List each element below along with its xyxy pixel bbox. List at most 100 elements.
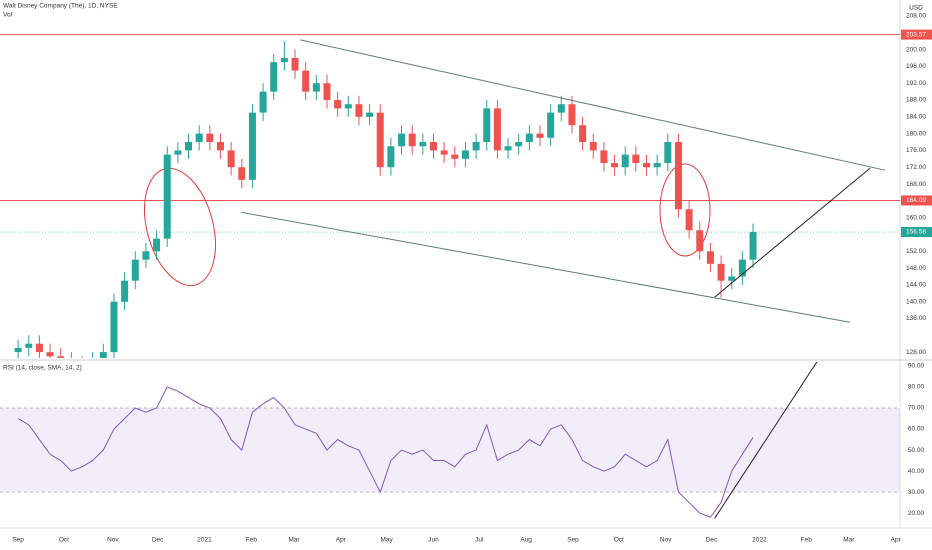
candle-body <box>557 104 565 113</box>
rsi-tick-label: 20.00 <box>908 510 925 517</box>
x-tick-label: Aug <box>520 537 532 544</box>
x-tick-label: Sep <box>12 537 24 544</box>
rsi-tick-label: 60.00 <box>908 426 925 433</box>
candle-body <box>493 108 501 151</box>
price-label-box <box>901 195 932 206</box>
candle-body <box>408 133 416 147</box>
candle-body <box>643 163 651 168</box>
candle-body <box>323 83 331 101</box>
y-tick-label: 196.00 <box>906 63 926 70</box>
rsi-tick-label: 50.00 <box>908 447 925 454</box>
candle-body <box>632 154 640 164</box>
x-tick-label: Apr <box>336 537 347 544</box>
candle-body <box>195 133 203 143</box>
candle-body <box>696 230 704 252</box>
candle-body <box>57 356 65 358</box>
rsi-band <box>0 408 900 493</box>
rsi-tick-label: 40.00 <box>908 468 925 475</box>
rsi-pane <box>0 362 900 519</box>
candle-body <box>344 104 352 109</box>
volume-label: Vol <box>3 12 13 19</box>
candle-body <box>611 163 619 168</box>
x-tick-label: Nov <box>660 537 672 544</box>
candle-body <box>131 259 139 281</box>
rsi-line <box>17 386 754 518</box>
rsi-tick-label: 30.00 <box>908 489 925 496</box>
candle-body <box>440 150 448 155</box>
candle-body <box>398 133 406 147</box>
trendline <box>240 211 851 323</box>
candle-body <box>376 112 384 168</box>
candle-body <box>621 154 629 168</box>
candle-body <box>461 150 469 159</box>
y-tick-label: 152.00 <box>906 248 926 255</box>
x-tick-label: Sep <box>567 537 579 544</box>
highlight-ellipse <box>144 167 216 287</box>
y-tick-label: 208.00 <box>906 13 926 20</box>
y-tick-label: 136.00 <box>906 315 926 322</box>
rsi-title: RSI (14, close, SMA, 14, 2) <box>3 365 82 372</box>
chart-title: Walt Disney Company (The), 1D, NYSE <box>3 3 118 10</box>
candle-body <box>89 361 96 369</box>
price-pane <box>0 34 900 369</box>
price-label: 164.09 <box>906 197 926 204</box>
candle-body <box>547 112 555 138</box>
y-tick-label: 140.00 <box>906 298 926 305</box>
currency: USD <box>909 5 923 12</box>
y-tick-label: 184.00 <box>906 114 926 121</box>
y-tick-label: 172.00 <box>906 164 926 171</box>
candle-body <box>163 154 171 239</box>
rsi-tick-label: 80.00 <box>908 384 925 391</box>
candle-body <box>99 352 107 358</box>
x-tick-label: Mar <box>843 537 855 544</box>
candle-body <box>589 142 597 151</box>
x-tick-label: Apr <box>891 537 902 544</box>
candle-body <box>664 142 672 164</box>
candle-body <box>291 57 299 71</box>
candle-body <box>717 263 725 281</box>
y-tick-label: 144.00 <box>906 282 926 289</box>
candle-body <box>728 276 736 281</box>
x-tick-label: 2022 <box>752 537 767 544</box>
candle-body <box>483 108 491 143</box>
candle-body <box>429 142 437 151</box>
candle-body <box>248 112 256 180</box>
candle-body <box>14 347 22 353</box>
candle-body <box>46 352 54 357</box>
candle-body <box>185 142 193 151</box>
y-tick-label: 128.00 <box>906 349 926 356</box>
candle-body <box>515 142 523 147</box>
candle-body <box>153 238 161 252</box>
y-tick-label: 168.00 <box>906 181 926 188</box>
x-tick-label: Dec <box>706 537 718 544</box>
candle-body <box>536 133 544 138</box>
y-tick-label: 188.00 <box>906 97 926 104</box>
candle-body <box>227 150 235 168</box>
candle-body <box>579 125 587 143</box>
y-tick-label: 180.00 <box>906 130 926 137</box>
y-tick-label: 176.00 <box>906 147 926 154</box>
trendline <box>714 167 871 298</box>
x-tick-label: Oct <box>614 537 624 544</box>
candle-body <box>206 133 214 143</box>
candle-body <box>216 142 224 151</box>
candle-body <box>419 142 427 147</box>
price-label-box <box>901 29 932 40</box>
candle-body <box>674 142 682 210</box>
y-tick-label: 160.00 <box>906 214 926 221</box>
candle-body <box>355 104 363 117</box>
rsi-trendline <box>714 362 818 519</box>
price-label: 156.58 <box>906 229 926 236</box>
x-tick-label: Jul <box>475 537 484 544</box>
candle-body <box>259 91 267 113</box>
y-tick-label: 192.00 <box>906 80 926 87</box>
candle-body <box>270 62 278 92</box>
candle-body <box>472 142 480 151</box>
candle-body <box>653 163 661 168</box>
candle-body <box>738 259 746 277</box>
y-tick-label: 200.00 <box>906 46 926 53</box>
candle-body <box>334 100 342 109</box>
x-tick-label: Feb <box>801 537 813 544</box>
x-tick-label: Nov <box>107 537 119 544</box>
